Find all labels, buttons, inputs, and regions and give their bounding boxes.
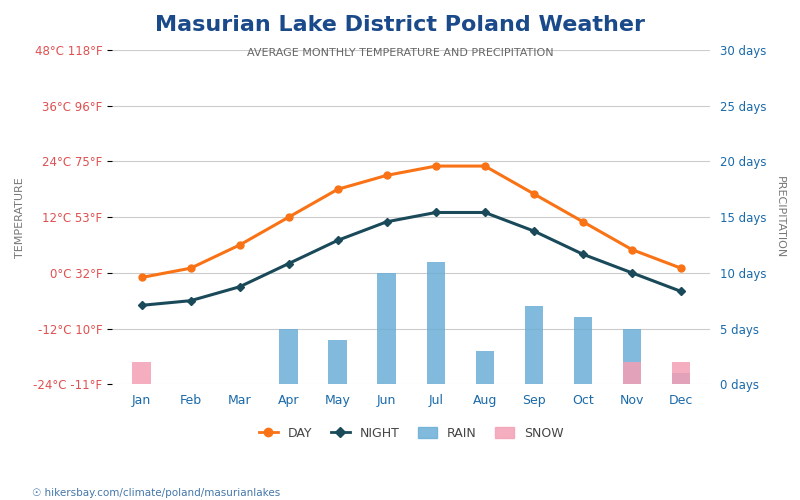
Bar <box>622 328 642 384</box>
Y-axis label: TEMPERATURE: TEMPERATURE <box>15 177 25 258</box>
Text: Masurian Lake District Poland Weather: Masurian Lake District Poland Weather <box>155 15 645 35</box>
Bar <box>672 362 690 384</box>
Text: AVERAGE MONTHLY TEMPERATURE AND PRECIPITATION: AVERAGE MONTHLY TEMPERATURE AND PRECIPIT… <box>246 48 554 58</box>
Bar <box>672 373 690 384</box>
Y-axis label: PRECIPITATION: PRECIPITATION <box>775 176 785 258</box>
Bar <box>132 362 151 384</box>
Bar <box>378 273 396 384</box>
Legend: DAY, NIGHT, RAIN, SNOW: DAY, NIGHT, RAIN, SNOW <box>254 422 569 445</box>
Bar <box>426 262 445 384</box>
Bar <box>622 362 642 384</box>
Bar <box>574 318 592 384</box>
Bar <box>475 351 494 384</box>
Bar <box>329 340 347 384</box>
Text: ☉ hikersbay.com/climate/poland/masurianlakes: ☉ hikersbay.com/climate/poland/masurianl… <box>32 488 280 498</box>
Bar <box>525 306 543 384</box>
Bar <box>279 328 298 384</box>
